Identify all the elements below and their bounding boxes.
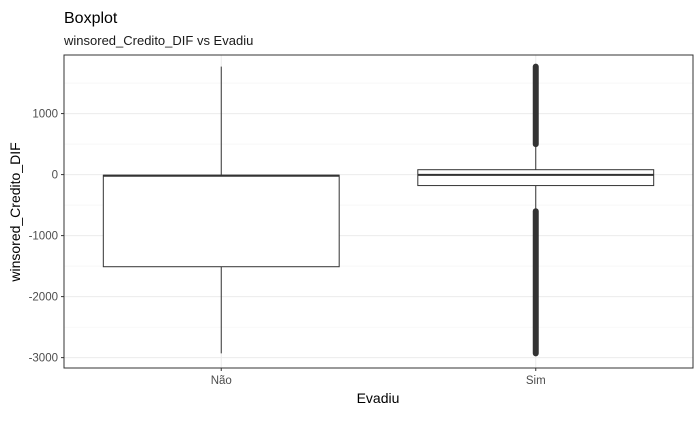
x-tick-label: Sim xyxy=(526,375,546,387)
chart-title: Boxplot xyxy=(64,10,118,27)
x-axis: Não Sim xyxy=(211,368,546,387)
y-tick-label: 1000 xyxy=(32,109,58,121)
y-axis: 1000 0 -1000 -2000 -3000 xyxy=(29,109,64,365)
plot-panel xyxy=(63,54,694,369)
y-tick-label: 0 xyxy=(52,170,58,182)
chart-subtitle: winsored_Credito_DIF vs Evadiu xyxy=(63,33,253,48)
y-tick-label: -3000 xyxy=(29,353,58,365)
x-axis-title: Evadiu xyxy=(357,390,400,406)
y-tick-label: -1000 xyxy=(29,231,58,243)
iqr-box xyxy=(102,174,340,268)
boxes xyxy=(102,63,655,357)
y-axis-title: winsored_Credito_DIF xyxy=(7,142,23,282)
box-2 xyxy=(417,63,655,357)
box-1 xyxy=(102,66,340,354)
y-tick-label: -2000 xyxy=(29,292,58,304)
x-tick-label: Não xyxy=(211,375,232,387)
iqr-box xyxy=(417,169,655,187)
